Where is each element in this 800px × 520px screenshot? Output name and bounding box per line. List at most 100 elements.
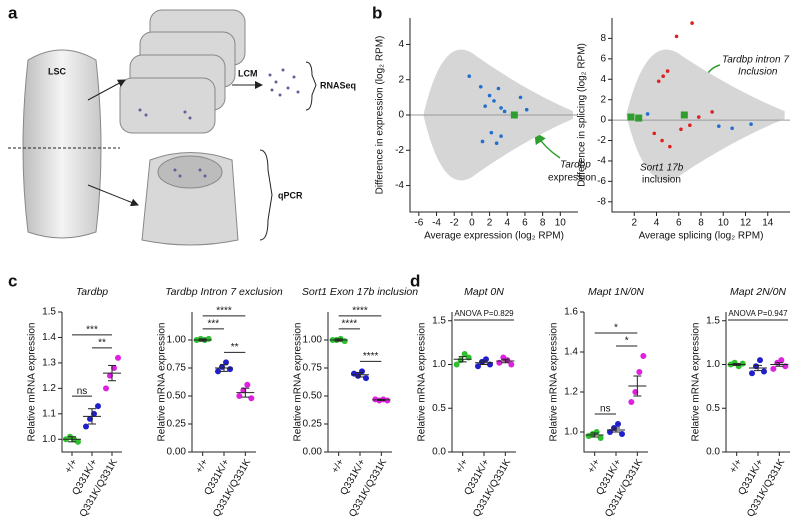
y-tick-label: 0.50 [167,391,187,402]
x-tick-label: +/+ [728,457,745,475]
y-tick-label: 0.75 [167,363,187,374]
point [761,368,767,375]
y-tick-label: -2 [597,135,606,146]
y-tick-label: 0.00 [167,447,187,458]
point [688,123,692,128]
diagram-label: RNASeq [320,80,356,90]
annotation: ANOVA P=0.947 [728,309,788,318]
y-tick-label: 1.5 [432,315,446,326]
x-tick-label: 10 [718,218,730,229]
y-tick-label: 1.00 [167,335,187,346]
y-tick-label: 1.5 [42,307,56,318]
point [619,431,625,437]
significance-label: ns [600,404,611,415]
x-tick-label: 6 [522,218,528,229]
point [636,369,643,375]
point [524,107,529,112]
y-tick-label: 0.25 [167,419,187,430]
y-tick-label: 0.50 [303,391,323,402]
point [467,74,472,78]
significance-label: * [614,323,618,334]
point [236,393,243,399]
y-tick-label: 0.0 [706,447,720,458]
x-tick-label: 8 [698,218,704,229]
y-tick-label: 1.4 [42,332,56,343]
y-tick-label: 1.2 [564,387,578,398]
point [489,130,494,135]
y-tick-label: 1.1 [42,408,56,419]
annotation: Tardbp intron 7 [722,55,789,66]
point [502,109,507,114]
diagram: LSC LCM RNASeq qPCR [8,9,356,246]
axis-line [725,312,790,453]
y-tick-label: 8 [600,33,606,44]
y-tick-label: -8 [597,196,606,207]
y-tick-label: 1.0 [432,359,446,370]
panel-letter: a [8,3,18,22]
axis-line [61,312,122,453]
point [478,84,483,89]
significance-label: ns [77,386,88,397]
x-tick-label: 12 [740,218,752,229]
arrow [87,184,139,207]
y-axis-label: Relative mRNA expression [293,323,304,442]
chart-title: Mapt 2N/0N [730,286,786,298]
point [215,368,221,375]
chart-title: Mapt 1N/0N [588,286,644,298]
axis-line [583,312,648,453]
x-tick-label: -2 [450,218,459,229]
x-tick-label: -4 [432,218,441,229]
y-axis-label: Relative mRNA expression [27,323,38,442]
significance-label: ** [98,337,106,348]
y-tick-label: -6 [597,176,606,187]
point [223,359,229,366]
x-tick-label: +/+ [454,457,471,475]
significance-label: *** [86,324,98,335]
y-tick-label: 1.4 [564,347,578,358]
y-tick-label: 0 [600,115,606,126]
point [499,106,503,110]
x-tick-label: 2 [631,218,637,229]
annotation: ANOVA P=0.829 [454,309,514,318]
annotation-arrow [534,131,561,159]
point [665,69,670,73]
axis-line [327,312,392,453]
point [510,111,518,119]
x-tick-label: 2 [487,218,493,229]
point [461,351,468,357]
point [518,95,523,100]
y-axis-label: Difference in splicing (log₂ RPM) [577,43,588,187]
point [680,111,688,119]
panel-letter: c [8,271,17,290]
point [660,138,664,143]
x-tick-label: 4 [504,218,510,229]
x-axis-label: Average splicing (log₂ RPM) [639,231,764,242]
y-axis-label: Relative mRNA expression [157,323,168,442]
point [668,144,672,149]
diagram-label: qPCR [278,190,303,200]
point [730,126,734,131]
y-tick-label: 1.00 [303,335,323,346]
y-tick-label: 2 [600,94,606,105]
x-tick-label: 14 [762,218,774,229]
point [115,354,121,361]
x-tick-label: +/+ [194,457,211,475]
y-tick-label: 0.0 [432,447,446,458]
y-axis-label: Difference in expression (log₂ RPM) [375,36,386,195]
point [696,115,701,119]
point [384,397,391,404]
y-tick-label: 1.5 [706,315,720,326]
significance-label: * [625,336,629,347]
point-cloud [626,49,785,181]
point [95,403,101,410]
point [640,353,647,359]
y-tick-label: 6 [600,53,606,64]
y-tick-label: 4 [398,39,404,50]
point [635,114,643,122]
axis-line [611,18,790,213]
y-tick-label: -2 [395,145,404,156]
point [508,361,515,368]
y-tick-label: 0.5 [432,403,446,414]
significance-label: *** [207,319,219,330]
